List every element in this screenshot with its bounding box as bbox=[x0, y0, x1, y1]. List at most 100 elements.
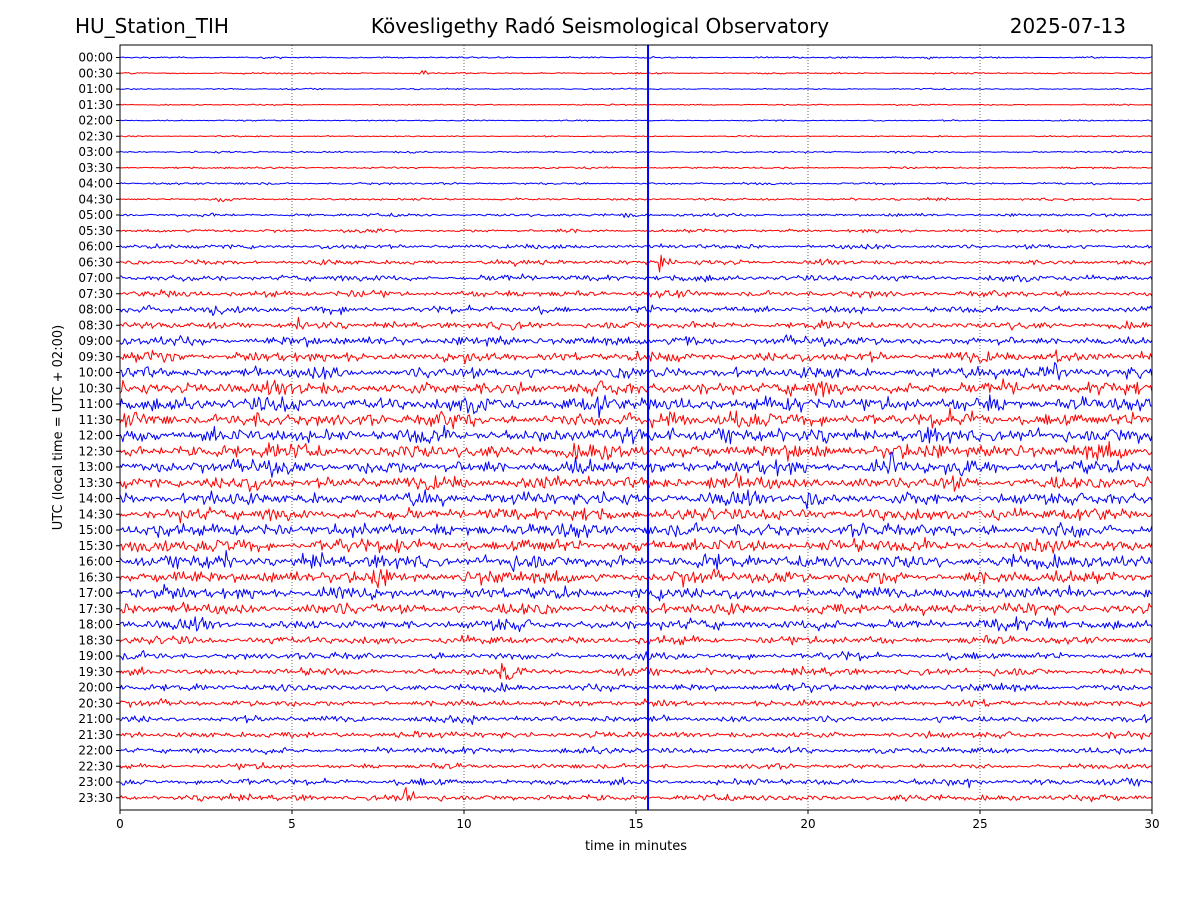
x-tick-label: 15 bbox=[628, 817, 643, 831]
trace-0800 bbox=[119, 304, 1153, 317]
y-tick-label: 11:30 bbox=[78, 413, 113, 427]
trace-0700 bbox=[119, 273, 1153, 283]
trace-2300 bbox=[119, 776, 1153, 789]
trace-1800 bbox=[119, 616, 1153, 633]
y-tick-label: 21:30 bbox=[78, 728, 113, 742]
trace-2100 bbox=[119, 714, 1153, 725]
y-tick-label: 09:30 bbox=[78, 350, 113, 364]
y-tick-label: 23:30 bbox=[78, 791, 113, 805]
x-tick-label: 25 bbox=[972, 817, 987, 831]
y-tick-label: 06:00 bbox=[78, 240, 113, 254]
chart-date: 2025-07-13 bbox=[1009, 14, 1126, 38]
x-axis-label: time in minutes bbox=[585, 839, 687, 854]
trace-1900 bbox=[119, 650, 1153, 662]
trace-2000 bbox=[119, 682, 1153, 693]
trace-1530 bbox=[119, 536, 1153, 554]
trace-0200 bbox=[119, 119, 1153, 122]
y-tick-label: 17:00 bbox=[78, 586, 113, 600]
x-tick-label: 5 bbox=[288, 817, 296, 831]
y-tick-label: 16:00 bbox=[78, 555, 113, 569]
y-tick-label: 18:00 bbox=[78, 618, 113, 632]
y-tick-label: 07:00 bbox=[78, 271, 113, 285]
trace-0230 bbox=[119, 134, 1153, 138]
trace-2330 bbox=[119, 786, 1153, 803]
trace-1600 bbox=[119, 550, 1153, 572]
trace-2200 bbox=[119, 746, 1153, 755]
y-tick-label: 01:30 bbox=[78, 98, 113, 112]
trace-1700 bbox=[119, 583, 1153, 602]
x-tick-label: 20 bbox=[800, 817, 815, 831]
station-name: HU_Station_TIH bbox=[75, 14, 229, 38]
trace-1400 bbox=[119, 489, 1153, 510]
y-tick-label: 10:30 bbox=[78, 381, 113, 395]
y-tick-label: 19:00 bbox=[78, 649, 113, 663]
trace-1000 bbox=[119, 362, 1153, 381]
y-tick-label: 12:30 bbox=[78, 444, 113, 458]
y-tick-label: 02:00 bbox=[78, 114, 113, 128]
trace-0330 bbox=[119, 166, 1153, 170]
trace-0300 bbox=[119, 150, 1153, 154]
trace-0600 bbox=[119, 243, 1153, 250]
trace-1730 bbox=[119, 601, 1153, 617]
y-tick-label: 15:00 bbox=[78, 523, 113, 537]
trace-1630 bbox=[119, 568, 1153, 589]
y-tick-label: 05:00 bbox=[78, 208, 113, 222]
vertical-grid-lines bbox=[291, 45, 981, 810]
y-tick-label: 11:00 bbox=[78, 397, 113, 411]
y-tick-label: 22:00 bbox=[78, 744, 113, 758]
y-tick-label: 13:30 bbox=[78, 476, 113, 490]
trace-2130 bbox=[119, 730, 1153, 740]
trace-1030 bbox=[119, 378, 1153, 398]
x-tick-label: 10 bbox=[456, 817, 471, 831]
y-tick-label: 14:30 bbox=[78, 507, 113, 521]
trace-0030 bbox=[119, 70, 1153, 75]
y-tick-label: 08:30 bbox=[78, 318, 113, 332]
y-tick-label: 16:30 bbox=[78, 570, 113, 584]
y-tick-label: 15:30 bbox=[78, 539, 113, 553]
trace-0500 bbox=[119, 212, 1153, 218]
trace-1330 bbox=[119, 472, 1153, 493]
y-tick-label: 19:30 bbox=[78, 665, 113, 679]
y-tick-label: 02:30 bbox=[78, 129, 113, 143]
trace-0430 bbox=[119, 196, 1153, 203]
trace-0100 bbox=[120, 87, 1153, 91]
y-tick-label: 03:00 bbox=[78, 145, 113, 159]
trace-0530 bbox=[119, 228, 1153, 234]
y-tick-label: 23:00 bbox=[78, 775, 113, 789]
y-tick-label: 08:00 bbox=[78, 303, 113, 317]
trace-1100 bbox=[119, 394, 1152, 419]
trace-2230 bbox=[119, 762, 1153, 771]
y-tick-label: 00:30 bbox=[78, 66, 113, 80]
y-tick-label: 05:30 bbox=[78, 224, 113, 238]
y-tick-label: 04:30 bbox=[78, 192, 113, 206]
y-tick-label: 07:30 bbox=[78, 287, 113, 301]
y-tick-label: 10:00 bbox=[78, 366, 113, 380]
y-tick-label: 20:30 bbox=[78, 696, 113, 710]
y-tick-label: 03:30 bbox=[78, 161, 113, 175]
y-tick-label: 21:00 bbox=[78, 712, 113, 726]
y-tick-label: 12:00 bbox=[78, 429, 113, 443]
trace-0830 bbox=[119, 316, 1153, 331]
trace-0130 bbox=[119, 103, 1153, 107]
seismic-traces bbox=[119, 56, 1153, 803]
y-tick-label: 18:30 bbox=[78, 633, 113, 647]
trace-1830 bbox=[119, 634, 1153, 646]
trace-0400 bbox=[119, 181, 1153, 186]
y-tick-label: 04:00 bbox=[78, 177, 113, 191]
trace-0000 bbox=[120, 56, 1153, 60]
trace-1300 bbox=[119, 452, 1153, 478]
y-tick-label: 06:30 bbox=[78, 255, 113, 269]
trace-1500 bbox=[119, 522, 1153, 539]
x-tick-label: 30 bbox=[1144, 817, 1159, 831]
trace-1430 bbox=[119, 506, 1153, 524]
trace-0930 bbox=[119, 349, 1153, 365]
x-tick-label: 0 bbox=[116, 817, 124, 831]
y-axis-label: UTC (local time = UTC + 02:00) bbox=[51, 325, 66, 530]
trace-0730 bbox=[119, 289, 1153, 299]
chart-title: Kövesligethy Radó Seismological Observat… bbox=[370, 14, 830, 38]
y-tick-label: 22:30 bbox=[78, 759, 113, 773]
y-tick-label: 13:00 bbox=[78, 460, 113, 474]
trace-0630 bbox=[119, 254, 1153, 273]
y-tick-label: 01:00 bbox=[78, 82, 113, 96]
